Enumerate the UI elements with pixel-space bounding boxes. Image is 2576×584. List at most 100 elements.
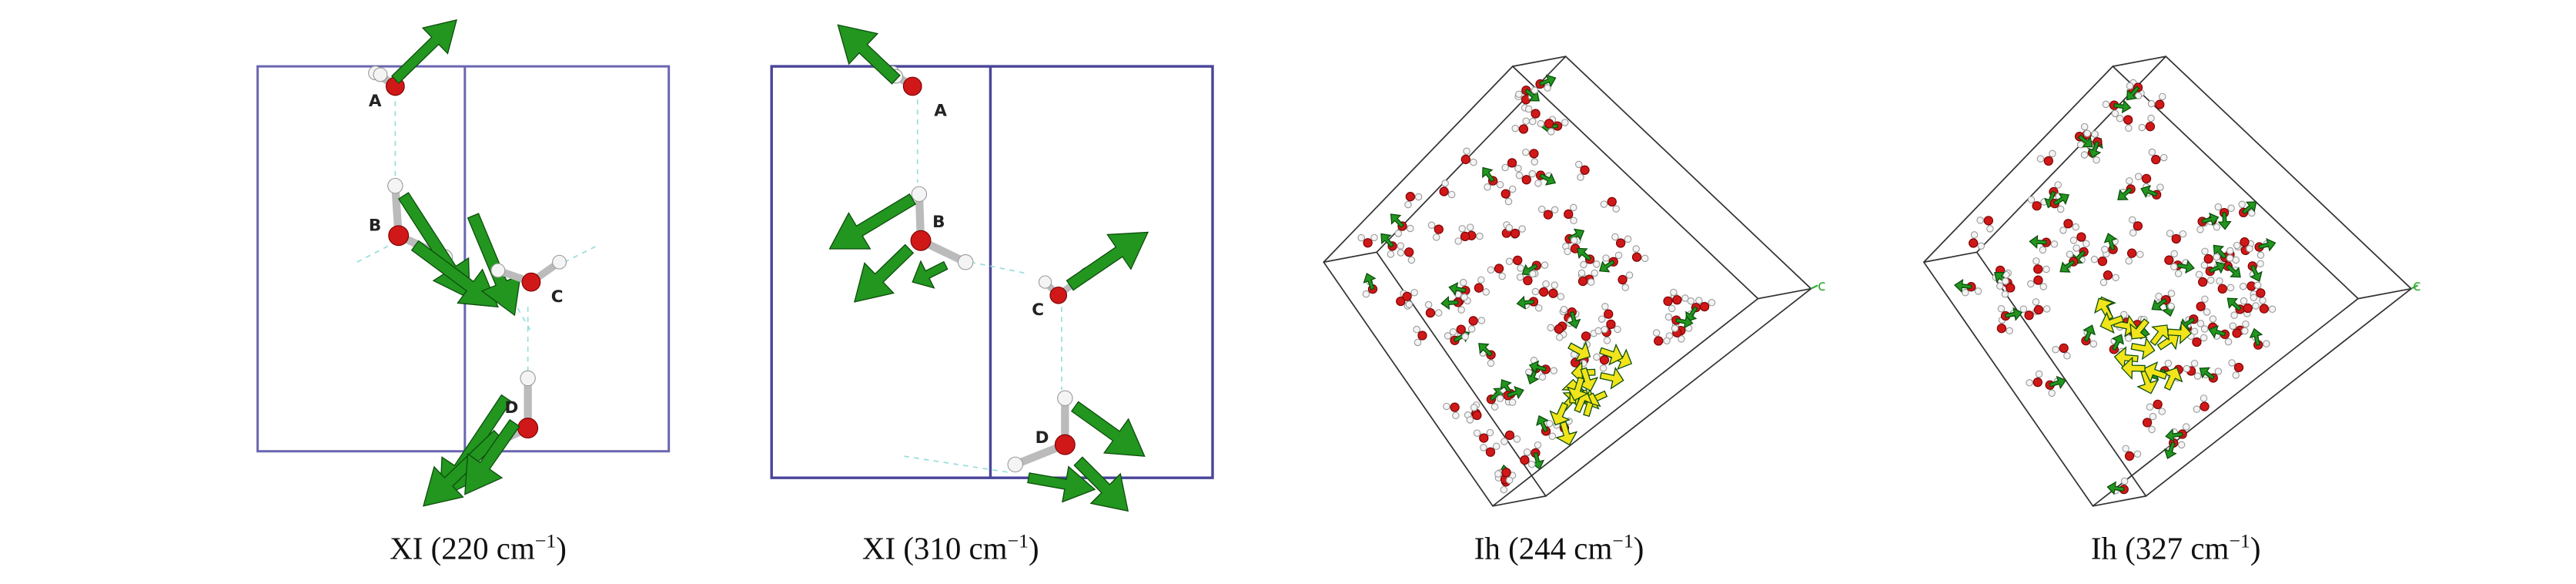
hydrogen <box>1611 233 1619 241</box>
oxygen <box>1472 410 1482 421</box>
hydrogen <box>2240 297 2248 305</box>
hydrogen <box>1487 266 1495 274</box>
oxygen <box>2153 399 2163 410</box>
hydrogen <box>1593 353 1601 361</box>
vector-arrow <box>828 193 917 250</box>
hydrogen <box>1370 233 1378 242</box>
oxygen <box>1396 296 1406 307</box>
hydrogen <box>2042 305 2051 313</box>
vector-arrow <box>2083 324 2096 342</box>
hydrogen <box>1447 190 1456 199</box>
oxygen <box>517 418 539 439</box>
hydrogen <box>1555 334 1564 341</box>
vector-arrow <box>2149 324 2170 346</box>
hydrogen <box>1508 185 1517 193</box>
hydrogen <box>2146 403 2154 411</box>
oxygen <box>2097 257 2108 267</box>
oxygen <box>1417 331 1427 341</box>
hydrogen <box>1496 394 1504 402</box>
vector-arrow <box>2106 481 2125 495</box>
hydrogen <box>2148 425 2156 434</box>
hydrogen <box>1362 290 1370 298</box>
vector-arrow <box>2094 297 2115 321</box>
hydrogen <box>2125 124 2133 132</box>
hydrogen <box>2063 352 2071 360</box>
hydrogen <box>1057 390 1073 407</box>
hydrogen <box>957 254 974 270</box>
hydrogen <box>2039 283 2047 290</box>
hydrogen <box>2128 216 2136 224</box>
hydrogen <box>1527 460 1536 468</box>
vector-arrow <box>1448 281 1467 296</box>
oxygen <box>2141 173 2152 183</box>
hydrogen <box>1551 281 1558 289</box>
hydrogen <box>2149 412 2157 421</box>
hydrogen <box>2125 257 2133 265</box>
oxygen <box>1618 274 1628 285</box>
hydrogen <box>1505 476 1514 485</box>
hydrogen <box>2257 260 2264 268</box>
oxygen <box>1504 430 1515 441</box>
vector-arrow <box>2161 367 2183 391</box>
hydrogen <box>2263 340 2270 347</box>
hydrogen <box>2056 205 2065 213</box>
hydrogen <box>1977 242 1986 250</box>
hydrogen <box>1477 317 1486 324</box>
oxygen <box>1631 252 1642 262</box>
vector-arrow <box>2208 324 2226 339</box>
vector-arrow <box>1599 366 1624 390</box>
hydrogen <box>2200 261 2209 269</box>
vector-arrow <box>2120 356 2146 381</box>
oxygen <box>2171 233 2181 244</box>
oxygen <box>1672 295 1682 305</box>
hydrogen <box>2027 280 2035 288</box>
hydrogen <box>2206 277 2215 284</box>
hydrogen <box>2164 359 2173 368</box>
hydrogen <box>1542 280 1550 288</box>
oxygen <box>2076 232 2086 242</box>
vector-arrow <box>1567 341 1591 362</box>
hydrogen <box>2090 255 2099 263</box>
hydrogen <box>1570 237 1578 244</box>
hydrogen <box>2214 203 2223 211</box>
vector-arrow <box>1507 386 1524 400</box>
hydrogen <box>1668 304 1676 313</box>
hydrogen <box>1493 442 1500 450</box>
unit-cell <box>770 65 1214 479</box>
vector-arrow <box>1598 260 1615 273</box>
vector-arrow <box>2201 212 2220 227</box>
hydrogen <box>2134 92 2143 100</box>
vector-arrow <box>1539 173 1557 186</box>
oxygen <box>2243 303 2253 314</box>
hydrogen <box>2111 109 2119 118</box>
hydrogen <box>1397 249 1405 257</box>
oxygen <box>2006 283 2016 293</box>
hydrogen <box>2080 151 2089 159</box>
hydrogen <box>2158 408 2166 415</box>
oxygen <box>1580 165 1590 175</box>
hydrogen <box>2147 99 2156 108</box>
vector-arrow <box>2226 264 2241 278</box>
hydrogen <box>1574 160 1583 169</box>
hydrogen <box>2036 155 2045 163</box>
hydrogen <box>1525 368 1533 376</box>
vector-arrow <box>1073 456 1129 512</box>
vector-arrow <box>1066 231 1149 291</box>
oxygen <box>1548 288 1558 298</box>
hydrogen <box>1460 293 1468 301</box>
hydrogen <box>1974 287 1982 295</box>
hydrogen <box>1517 264 1524 272</box>
hydrogen <box>1480 444 1487 451</box>
vector-arrow <box>2213 244 2227 260</box>
vector-arrow <box>464 418 520 495</box>
hydrogen <box>1534 180 1542 187</box>
hydrogen <box>1470 158 1477 166</box>
caption-sup: −1 <box>1008 530 1029 552</box>
oxygen <box>1474 283 1484 293</box>
hydrogen <box>2209 315 2217 323</box>
oxygen <box>2123 115 2133 125</box>
vector-arrow <box>2249 327 2263 346</box>
hydrogen <box>1577 173 1584 181</box>
hydrogen <box>1529 117 1537 126</box>
hydrogen <box>1550 367 1558 374</box>
